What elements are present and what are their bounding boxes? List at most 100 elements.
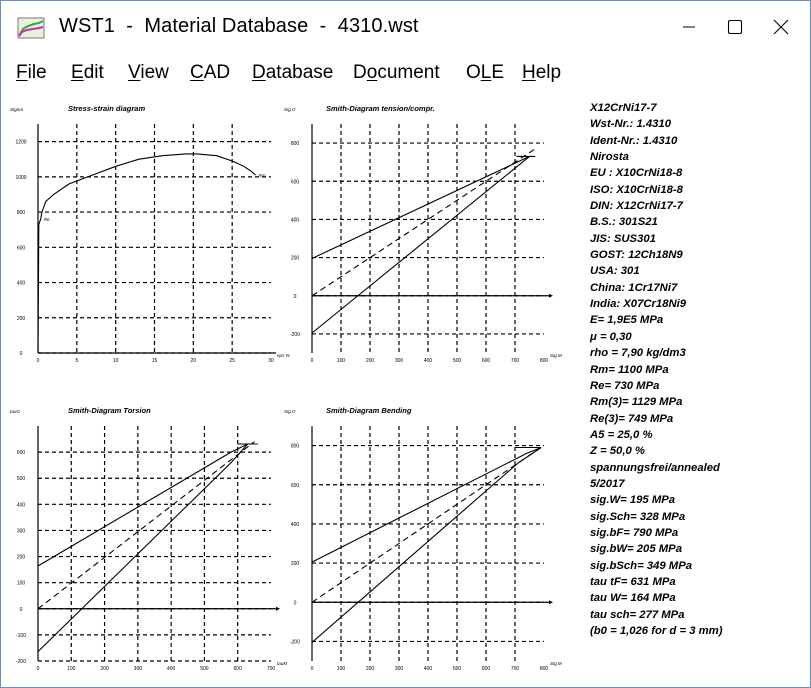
chart-title: Smith-Diagram tension/compr. <box>326 104 435 113</box>
info-line: India: X07Cr18Ni9 <box>590 298 687 311</box>
y-tick-label: 200 <box>291 256 300 262</box>
material-info-panel: X12CrNi17-7 Wst-Nr.: 1.4310 Ident-Nr.: 1.4… <box>590 100 805 639</box>
series-line <box>311 447 542 643</box>
close-button[interactable] <box>749 1 810 53</box>
info-line: A5 = 25,0 % <box>590 428 653 441</box>
menu-document[interactable]: Document <box>353 62 440 83</box>
x-tick-label: 0 <box>37 358 40 364</box>
info-line: Rm(3)= 1129 MPa <box>590 396 683 409</box>
x-axis-label: Sig.M <box>550 661 562 666</box>
info-line: μ = 0,30 <box>590 330 632 343</box>
info-line: tau W= 164 MPa <box>590 592 676 605</box>
maximize-button[interactable] <box>703 1 767 53</box>
chart-annotation: Rm <box>258 173 265 178</box>
y-axis-label: tauO <box>10 409 20 414</box>
y-tick-label: 400 <box>291 217 300 223</box>
y-axis-label: Sig.O <box>284 107 296 112</box>
x-axis-label: Sig.M <box>550 353 562 358</box>
x-tick-label: 15 <box>152 358 158 364</box>
y-tick-label: 400 <box>17 281 26 287</box>
y-tick-label: 0 <box>20 351 23 357</box>
x-tick-label: 0 <box>311 666 314 672</box>
y-tick-label: 600 <box>17 450 26 456</box>
info-line: 5/2017 <box>590 477 625 490</box>
y-tick-label: 300 <box>17 528 26 534</box>
info-line: sig.W= 195 MPa <box>590 494 676 507</box>
title-bar[interactable]: WST1 - Material Database - 4310.wst <box>1 1 810 53</box>
x-tick-label: 600 <box>234 666 243 672</box>
chart-2: Smith-Diagram tension/compr. Sig.O Sig.M 0 1… <box>284 104 562 364</box>
x-tick-label: 0 <box>37 666 40 672</box>
x-tick-label: 500 <box>453 358 462 364</box>
info-line: Nirosta <box>590 151 629 164</box>
chart-annotation: Re <box>44 217 50 222</box>
series-line <box>311 447 542 603</box>
info-line: Ident-Nr.: 1.4310 <box>590 134 678 147</box>
y-tick-label: 500 <box>17 476 26 482</box>
y-tick-label: 400 <box>291 522 300 528</box>
x-tick-label: 25 <box>229 358 235 364</box>
x-tick-label: 700 <box>267 666 276 672</box>
menu-bar: File Edit View CAD Database Document OLE… <box>1 53 810 89</box>
info-line: Wst-Nr.: 1.4310 <box>590 118 671 131</box>
info-line: rho = 7,90 kg/dm3 <box>590 347 686 360</box>
menu-view[interactable]: View <box>128 62 169 83</box>
series-line <box>37 441 255 610</box>
chart-1: Stress-strain diagram Sigma eps % 0 5 10 15 20 2… <box>10 104 290 364</box>
series-line <box>37 153 256 354</box>
x-tick-label: 10 <box>113 358 119 364</box>
menu-help[interactable]: Help <box>522 62 562 83</box>
info-line: B.S.: 301S21 <box>590 216 658 229</box>
x-tick-label: 800 <box>540 666 549 672</box>
x-tick-label: 400 <box>424 666 433 672</box>
series-line <box>311 446 542 563</box>
info-line: USA: 301 <box>590 265 640 278</box>
x-axis-label: tauM <box>277 661 287 666</box>
y-tick-label: 600 <box>291 483 300 489</box>
x-tick-label: 400 <box>167 666 176 672</box>
menu-file[interactable]: File <box>16 62 47 83</box>
series-line <box>311 155 530 334</box>
info-line: DIN: X12CrNi17-7 <box>590 200 683 213</box>
info-line: GOST: 12Ch18N9 <box>590 249 683 262</box>
x-axis-arrow <box>276 606 280 611</box>
y-tick-label: 0 <box>294 600 297 606</box>
y-axis-label: Sig.O <box>284 409 296 414</box>
maximize-icon <box>727 19 743 35</box>
y-tick-label: 600 <box>17 245 26 251</box>
x-tick-label: 400 <box>424 358 433 364</box>
menu-database[interactable]: Database <box>252 62 334 83</box>
y-tick-label: 200 <box>17 555 26 561</box>
x-tick-label: 600 <box>482 358 491 364</box>
x-tick-label: 300 <box>134 666 143 672</box>
chart-3: Smith-Diagram Torsion tauO tauM 0 100 200 300 4… <box>10 406 287 672</box>
x-tick-label: 300 <box>395 666 404 672</box>
x-tick-label: 300 <box>395 358 404 364</box>
x-tick-label: 100 <box>337 666 346 672</box>
x-tick-label: 500 <box>453 666 462 672</box>
x-axis-arrow <box>549 293 553 298</box>
chart-title: Stress-strain diagram <box>68 104 145 113</box>
info-line: Z = 50,0 % <box>590 445 645 458</box>
minimize-button[interactable] <box>657 1 721 53</box>
y-tick-label: -200 <box>290 332 300 338</box>
y-tick-label: 1000 <box>15 175 26 181</box>
y-axis-label: Sigma <box>10 107 23 112</box>
x-tick-label: 800 <box>540 358 549 364</box>
x-tick-label: 700 <box>511 666 520 672</box>
y-tick-label: -100 <box>16 633 26 639</box>
y-tick-label: 200 <box>291 561 300 567</box>
x-tick-label: 20 <box>191 358 197 364</box>
info-line: ISO: X10CrNi18-8 <box>590 183 683 196</box>
y-tick-label: 400 <box>17 502 26 508</box>
info-line: sig.bW= 205 MPa <box>590 543 682 556</box>
info-line: sig.bSch= 349 MPa <box>590 559 693 572</box>
info-line: tau sch= 277 MPa <box>590 608 685 621</box>
x-axis-arrow <box>549 600 553 605</box>
info-line: sig.bF= 790 MPa <box>590 526 679 539</box>
menu-cad[interactable]: CAD <box>190 62 231 83</box>
menu-edit[interactable]: Edit <box>71 62 104 83</box>
menu-ole[interactable]: OLE <box>466 62 505 83</box>
x-tick-label: 0 <box>311 358 314 364</box>
